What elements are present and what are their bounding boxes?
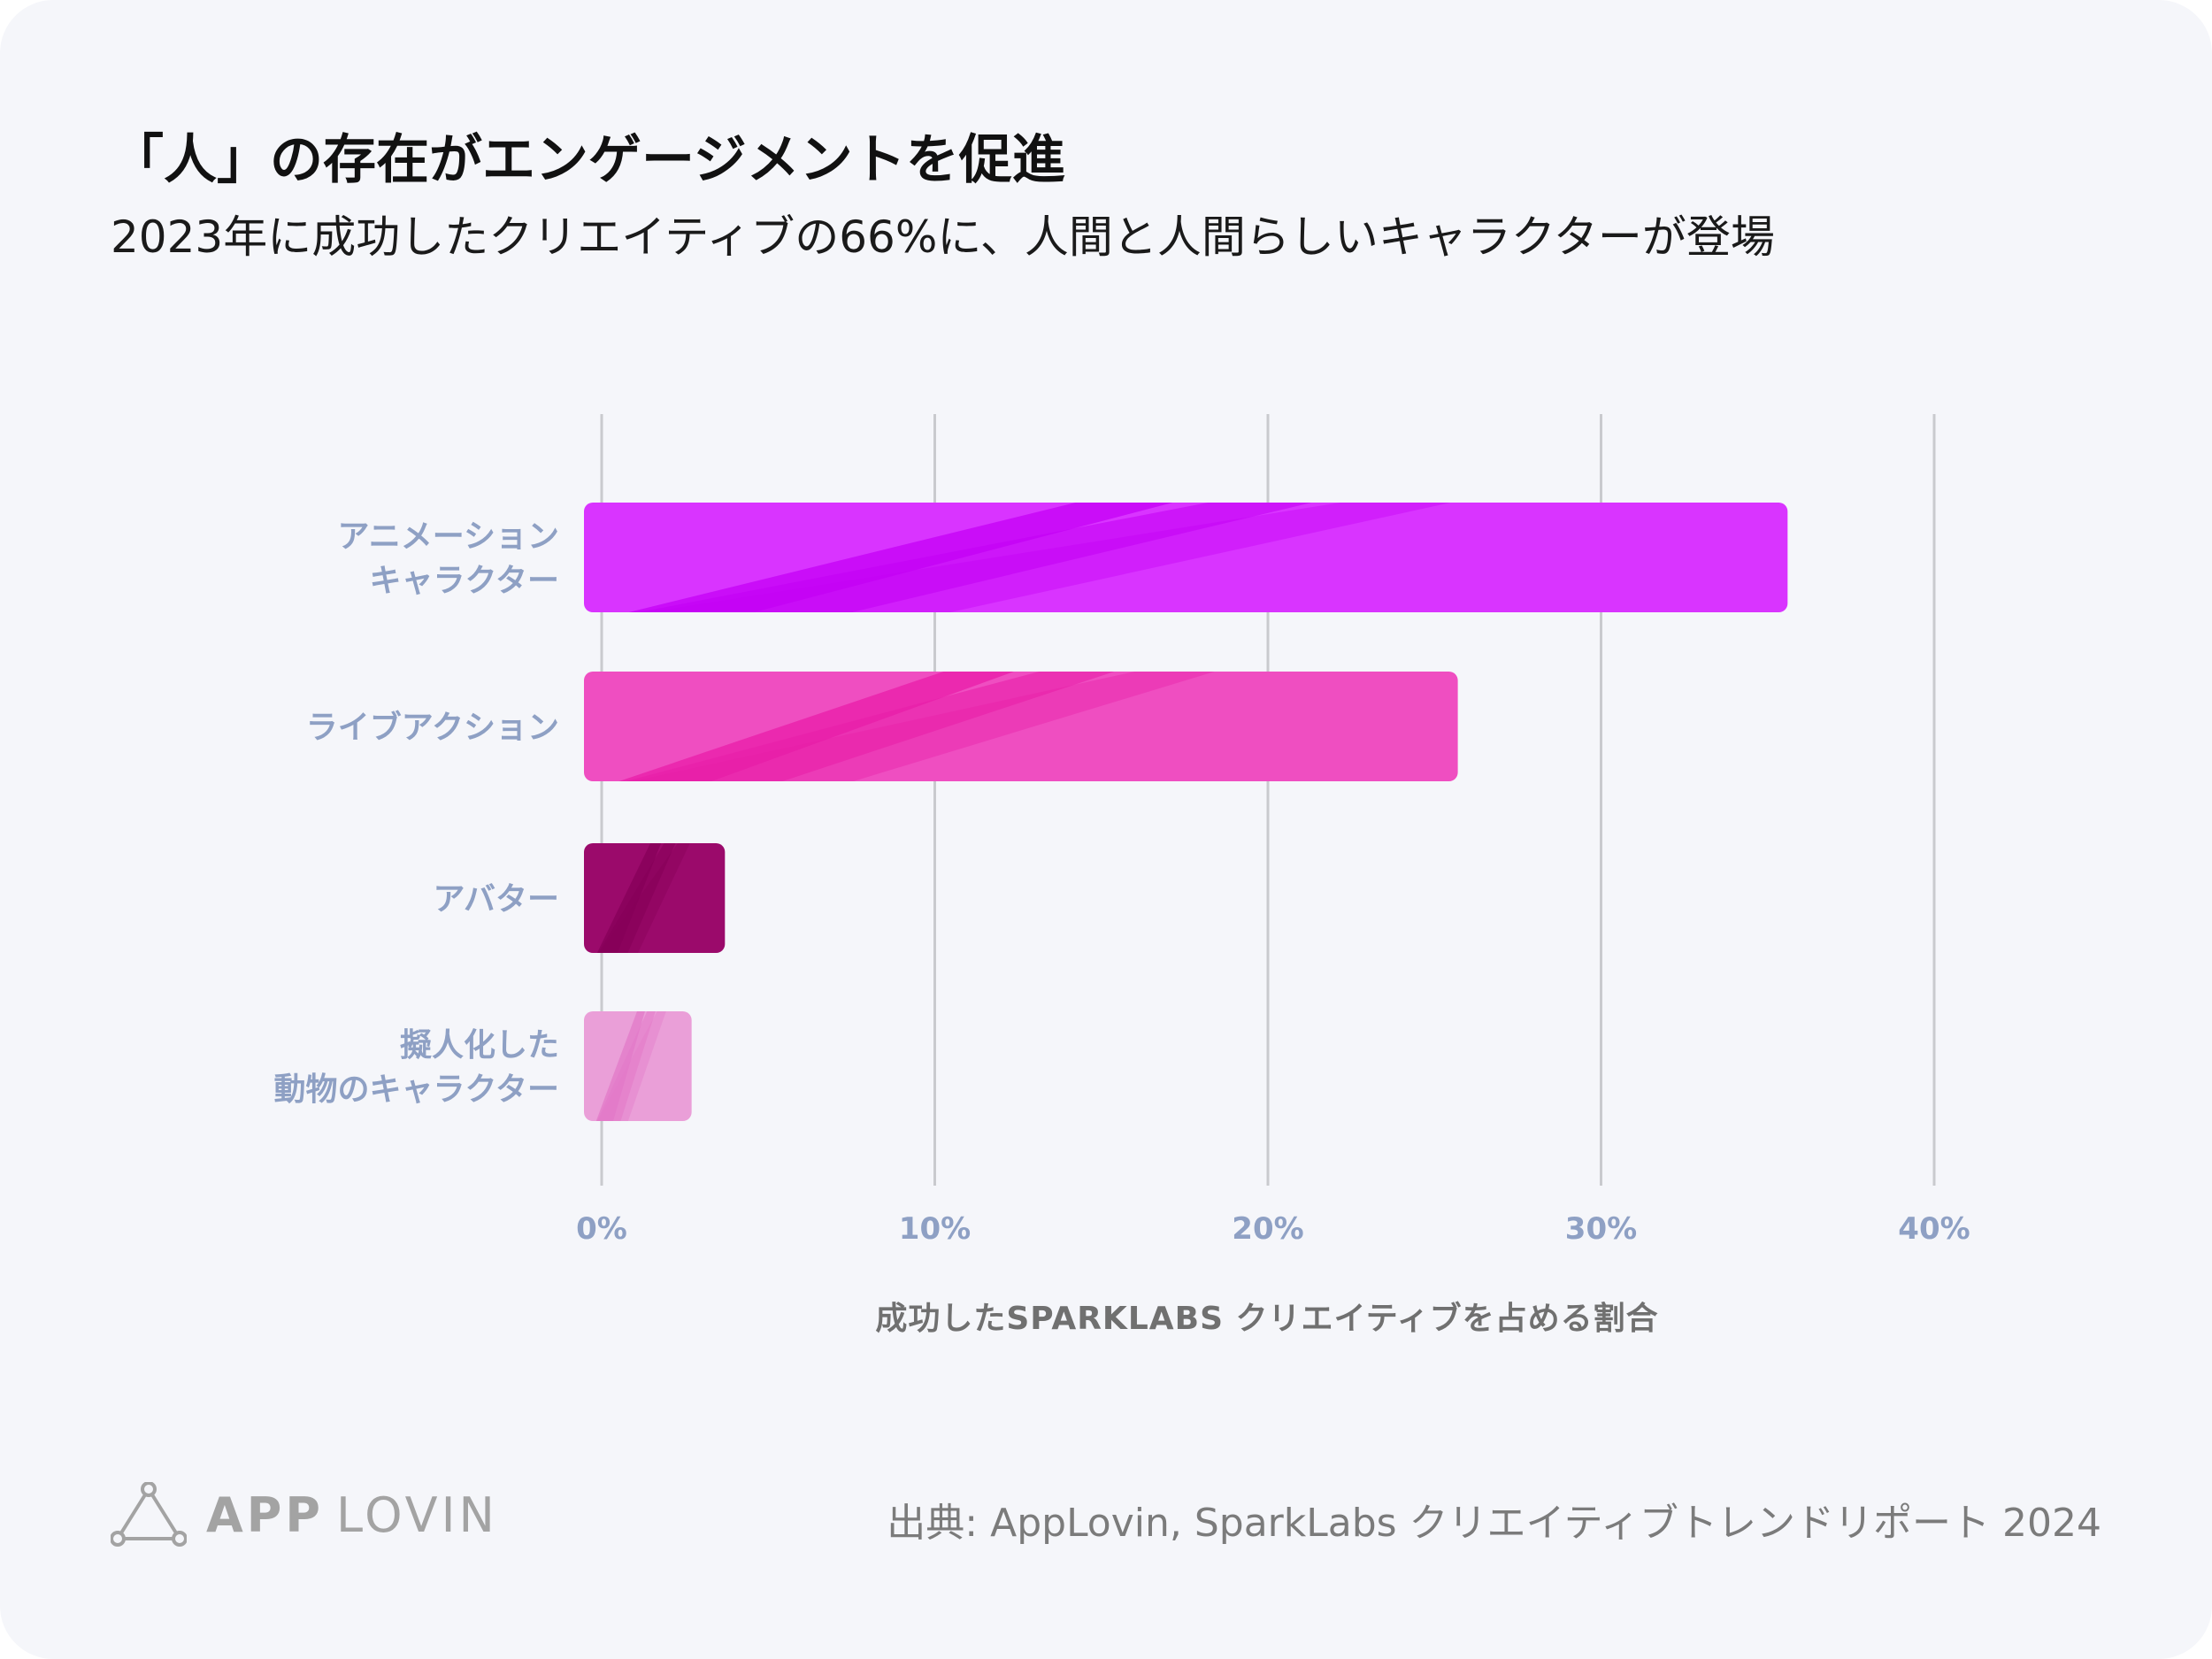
texture-stroke <box>593 503 1349 612</box>
texture-stroke <box>593 843 695 953</box>
category-label: アニメーション <box>337 518 559 555</box>
chart-subtitle: 2023年に成功したクリエイティブの66%に、人間と人間らしいキャラクターが登場 <box>111 211 1775 263</box>
texture-stroke <box>593 1011 648 1121</box>
x-tick-label: 40% <box>1898 1211 1970 1247</box>
bar-texture <box>593 843 695 953</box>
applovin-triangle-icon <box>111 1482 187 1547</box>
applovin-logo: APP LOVIN <box>111 1479 498 1550</box>
category-label: 動物のキャラクター <box>273 1071 559 1108</box>
category-label: ライブアクション <box>306 709 559 746</box>
bar-texture <box>593 503 1492 612</box>
category-label: アバター <box>433 881 559 918</box>
logo-wordmark: APP LOVIN <box>206 1487 498 1543</box>
bar-texture <box>593 672 1244 781</box>
x-tick-label: 0% <box>576 1211 627 1247</box>
x-tick-label: 30% <box>1565 1211 1637 1247</box>
texture-stroke <box>593 503 1207 612</box>
bar-group: アバター <box>433 843 726 953</box>
texture-stroke <box>593 672 1141 781</box>
category-label: 擬人化した <box>400 1027 559 1064</box>
texture-stroke <box>593 843 680 953</box>
texture-stroke <box>593 672 1039 781</box>
bar-texture <box>593 1011 670 1121</box>
texture-stroke <box>593 1011 659 1121</box>
texture-stroke <box>593 672 1244 781</box>
x-tick-label: 10% <box>899 1211 971 1247</box>
texture-stroke <box>593 843 665 953</box>
x-axis-title: 成功したSPARKLABS クリエイティブを占める割合 <box>875 1300 1658 1337</box>
logo-word-lovin: LOVIN <box>335 1486 498 1543</box>
bar-group: ライブアクション <box>306 672 1458 781</box>
bar-chart: 0% 10% 20% 30% 40% アニメーションキャラクターライブアクションアバター擬… <box>273 414 1970 1337</box>
chart-title: 「人」の存在がエンゲージメントを促進 <box>111 129 1065 191</box>
texture-stroke <box>593 503 1492 612</box>
source-note: 出典: AppLovin, SparkLabs クリエイティブトレンドリポート … <box>887 1501 2101 1546</box>
texture-stroke <box>593 1011 670 1121</box>
x-tick-label: 20% <box>1232 1211 1303 1247</box>
category-label: キャラクター <box>369 563 559 599</box>
logo-word-app: APP <box>206 1486 324 1543</box>
